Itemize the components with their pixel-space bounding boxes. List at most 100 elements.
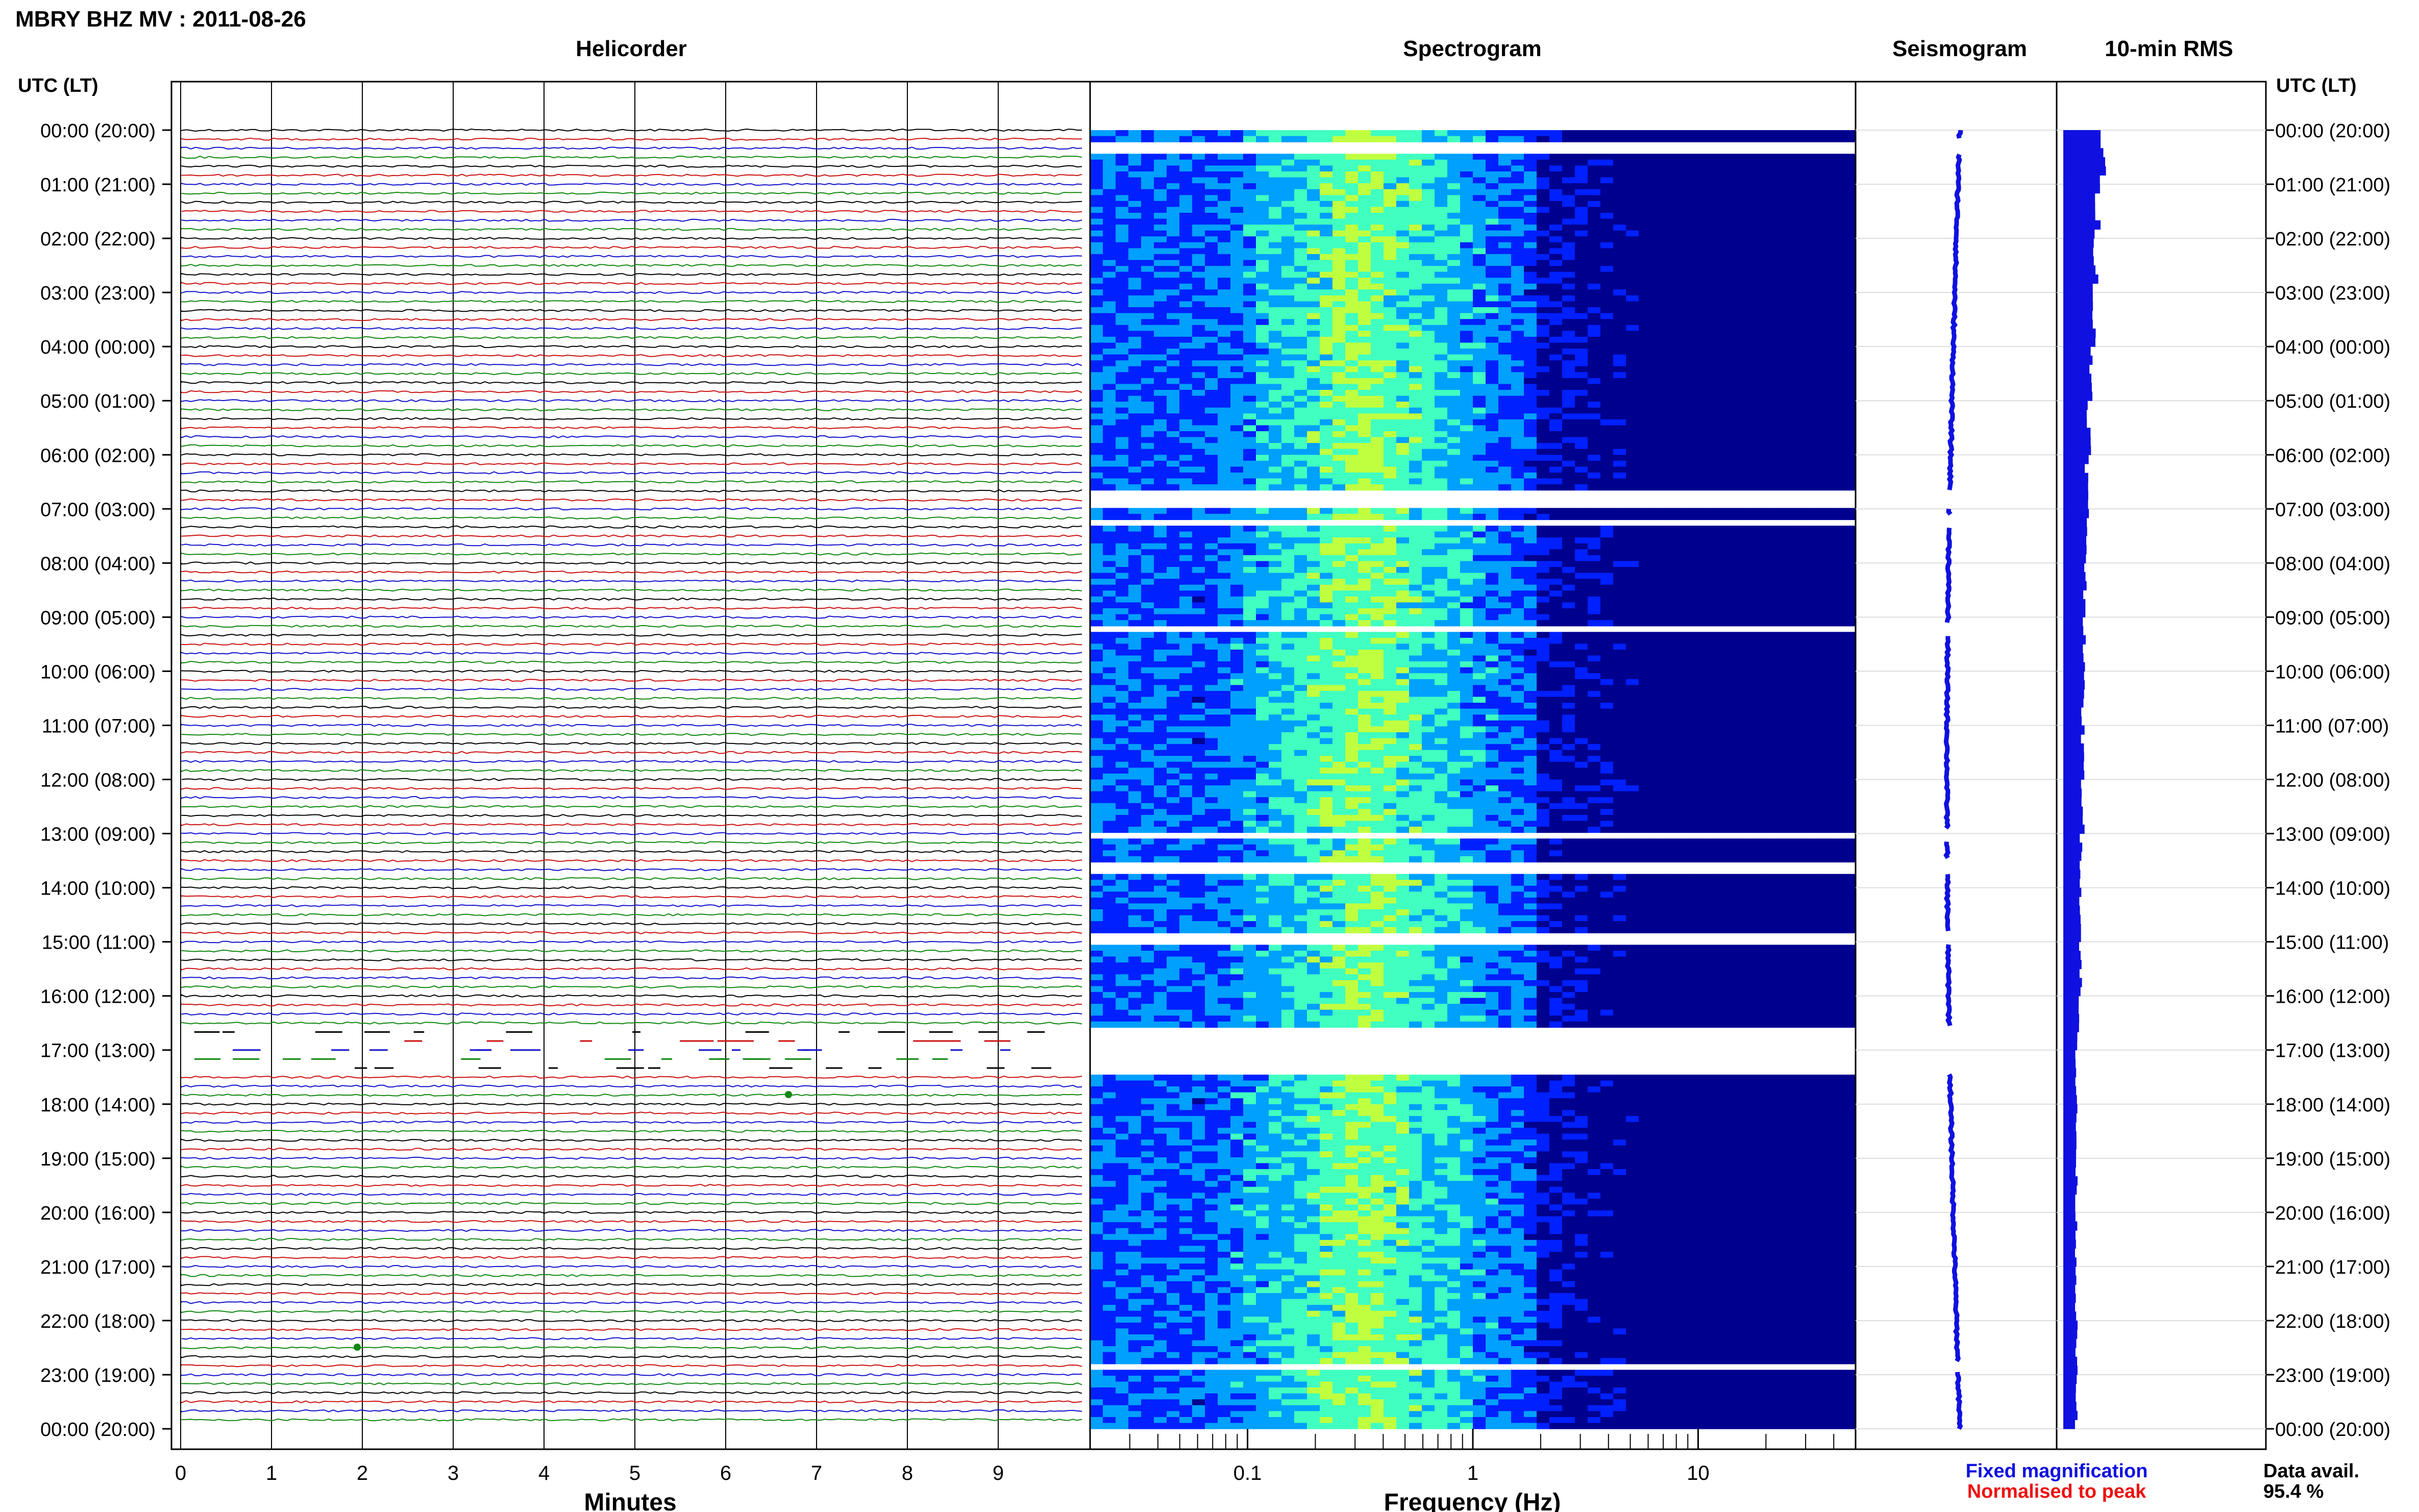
spectrogram-cell (1562, 349, 1575, 355)
spectrogram-cell (1320, 407, 1333, 414)
spectrogram-cell (1537, 171, 1550, 178)
spectrogram-cell (1741, 242, 1754, 249)
spectrogram-cell (1677, 602, 1690, 609)
spectrogram-cell (1715, 242, 1729, 249)
spectrogram-cell (1205, 331, 1218, 337)
spectrogram-cell (1103, 449, 1116, 455)
spectrogram-cell (1205, 484, 1218, 491)
spectrogram-cell (1294, 248, 1307, 255)
spectrogram-cell (1103, 508, 1116, 514)
spectrogram-cell (1218, 484, 1231, 491)
spectrogram-cell (1409, 478, 1422, 485)
spectrogram-cell (1549, 537, 1563, 544)
spectrogram-cell (1805, 319, 1818, 326)
spectrogram-cell (1116, 283, 1129, 290)
spectrogram-cell (1588, 555, 1601, 562)
spectrogram-cell (1549, 366, 1563, 373)
spectrogram-cell (1128, 154, 1142, 160)
spectrogram-cell (1754, 336, 1767, 343)
spectrogram-cell (1128, 159, 1142, 166)
spectrogram-cell (1511, 372, 1524, 379)
spectrogram-cell (1702, 395, 1716, 402)
helicorder-trace (181, 471, 1082, 475)
spectrogram-cell (1218, 283, 1231, 290)
spectrogram-cell (1473, 136, 1486, 142)
spectrogram-cell (1422, 407, 1435, 414)
spectrogram-cell (1754, 136, 1767, 142)
spectrogram-cell (1728, 260, 1741, 266)
spectrogram-cell (1843, 579, 1856, 585)
spectrogram-cell (1167, 342, 1180, 349)
spectrogram-cell (1766, 513, 1780, 520)
spectrogram-cell (1562, 531, 1575, 538)
spectrogram-cell (1256, 384, 1269, 390)
spectrogram-cell (1103, 207, 1116, 213)
spectrogram-cell (1179, 354, 1193, 361)
spectrogram-cell (1511, 136, 1524, 142)
spectrogram-cell (1128, 366, 1142, 373)
helicorder-trace (181, 850, 1082, 853)
spectrogram-cell (1345, 431, 1359, 438)
spectrogram-cell (1320, 154, 1333, 160)
spectrogram-cell (1741, 384, 1754, 390)
spectrogram-cell (1192, 637, 1205, 645)
spectrogram-cell (1281, 207, 1295, 213)
spectrogram-cell (1766, 590, 1780, 597)
spectrogram-cell (1575, 242, 1588, 249)
spectrogram-cell (1511, 283, 1524, 290)
spectrogram-cell (1256, 307, 1269, 314)
spectrogram-cell (1562, 632, 1575, 638)
helicorder-trace (181, 516, 1082, 519)
spectrogram-cell (1167, 555, 1180, 562)
spectrogram-cell (1805, 307, 1818, 314)
spectrogram-cell (1332, 130, 1346, 137)
spectrogram-cell (1626, 449, 1639, 455)
spectrogram-cell (1281, 154, 1295, 160)
spectrogram-cell (1384, 366, 1397, 373)
spectrogram-cell (1218, 325, 1231, 331)
spectrogram-cell (1103, 413, 1116, 420)
spectrogram-cell (1843, 207, 1856, 213)
spectrogram-cell (1728, 614, 1741, 621)
spectrogram-cell (1320, 473, 1333, 479)
spectrogram-cell (1179, 555, 1193, 562)
spectrogram-cell (1549, 543, 1563, 550)
spectrogram-cell (1307, 289, 1320, 296)
spectrogram-cell (1371, 165, 1384, 172)
spectrogram-cell (1843, 602, 1856, 609)
spectrogram-cell (1090, 177, 1103, 184)
spectrogram-cell (1090, 319, 1103, 326)
spectrogram-cell (1128, 301, 1142, 308)
spectrogram-cell (1651, 354, 1665, 361)
spectrogram-cell (1384, 402, 1397, 408)
spectrogram-cell (1371, 573, 1384, 579)
spectrogram-cell (1626, 366, 1639, 373)
spectrogram-cell (1128, 484, 1142, 491)
helicorder-trace (181, 778, 1082, 781)
spectrogram-cell (1677, 342, 1690, 349)
spectrogram-cell (1154, 567, 1167, 574)
spectrogram-cell (1639, 331, 1652, 337)
spectrogram-cell (1396, 537, 1410, 544)
spectrogram-cell (1320, 201, 1333, 207)
spectrogram-cell (1664, 154, 1677, 160)
spectrogram-cell (1332, 384, 1346, 390)
spectrogram-cell (1498, 325, 1512, 331)
spectrogram-cell (1715, 561, 1729, 567)
spectrogram-cell (1843, 537, 1856, 544)
spectrogram-cell (1805, 236, 1818, 243)
spectrogram-cell (1192, 567, 1205, 574)
spectrogram-cell (1651, 407, 1665, 414)
spectrogram-cell (1103, 195, 1116, 202)
spectrogram-cell (1116, 225, 1129, 231)
spectrogram-cell (1307, 218, 1320, 225)
spectrogram-cell (1281, 236, 1295, 243)
spectrogram-cell (1192, 342, 1205, 349)
spectrogram-cell (1651, 537, 1665, 544)
spectrogram-cell (1409, 384, 1422, 390)
spectrogram-cell (1447, 207, 1461, 213)
spectrogram-cell (1728, 295, 1741, 302)
spectrogram-cell (1396, 207, 1410, 213)
spectrogram-cell (1422, 425, 1435, 432)
spectrogram-cell (1230, 384, 1244, 390)
